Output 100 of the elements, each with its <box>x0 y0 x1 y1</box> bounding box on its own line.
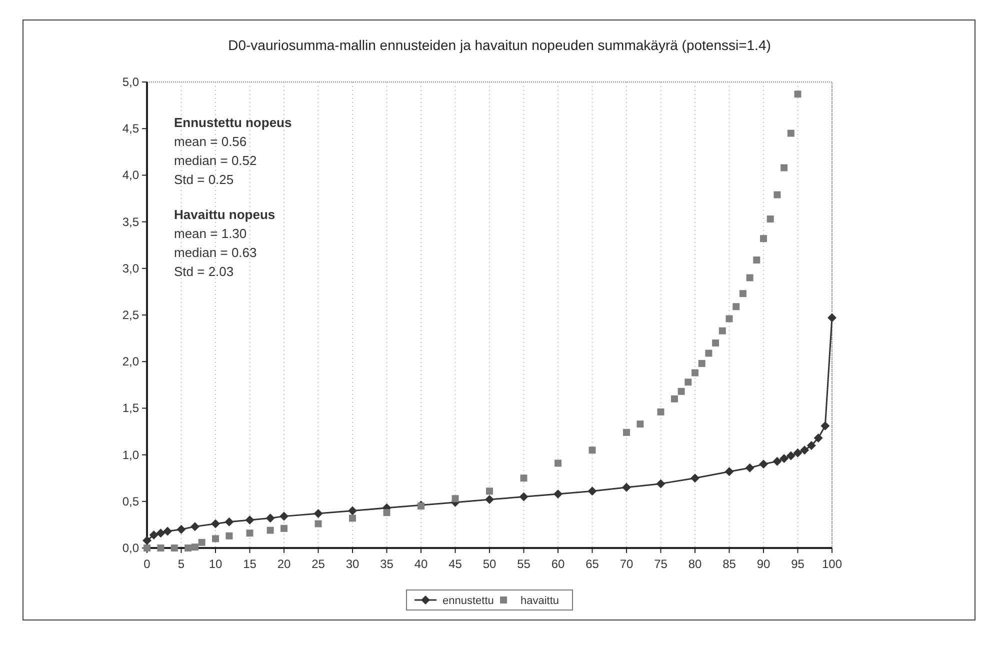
x-tick-label: 100 <box>822 557 842 571</box>
point <box>314 520 322 528</box>
point <box>198 538 206 546</box>
y-tick-label: 2,5 <box>122 308 140 322</box>
point <box>349 514 356 522</box>
x-tick-label: 35 <box>380 557 394 571</box>
point <box>780 454 789 464</box>
point <box>692 369 698 376</box>
point <box>636 420 644 428</box>
point <box>142 536 152 546</box>
y-tick-label: 3,5 <box>122 214 140 229</box>
point <box>739 290 746 298</box>
point <box>656 479 666 488</box>
point <box>745 463 754 472</box>
x-tick-label: 70 <box>620 557 634 571</box>
x-tick-label: 50 <box>482 557 496 571</box>
point <box>726 315 733 322</box>
point <box>280 524 288 532</box>
point <box>793 448 802 458</box>
y-tick-label: 4,0 <box>122 168 140 182</box>
point <box>348 506 357 516</box>
point <box>486 488 493 495</box>
point <box>190 522 200 532</box>
point <box>657 408 664 416</box>
annotation: Havaittu nopeus mean = 1.30 median = 0.63 Std = 2.03 <box>174 207 276 279</box>
point <box>246 530 254 537</box>
point <box>266 526 274 534</box>
x-tick-label: 15 <box>243 557 257 571</box>
y-tick-label: 1,0 <box>122 448 140 462</box>
point <box>519 492 528 502</box>
x-tick-label: 40 <box>414 557 428 571</box>
point <box>766 216 774 223</box>
x-tick-label: 10 <box>208 557 222 571</box>
point <box>383 509 390 516</box>
x-tick-label: 90 <box>756 557 770 571</box>
x-tick-label: 80 <box>688 557 702 571</box>
point <box>828 313 836 322</box>
x-tick-label: 85 <box>722 557 736 571</box>
point <box>678 388 685 395</box>
point <box>787 130 794 137</box>
point <box>759 460 768 469</box>
point <box>588 486 597 496</box>
point <box>670 395 678 402</box>
x-tick-label: 20 <box>277 557 291 571</box>
point <box>786 451 796 460</box>
y-tick-label: 0,0 <box>122 541 140 555</box>
point <box>820 421 830 430</box>
point <box>690 474 700 483</box>
point <box>314 509 323 518</box>
point <box>266 514 275 523</box>
point <box>163 526 172 536</box>
x-tick-label: 60 <box>551 557 565 571</box>
point <box>746 274 754 282</box>
point <box>588 446 596 454</box>
point <box>718 327 726 334</box>
point <box>554 489 562 498</box>
point <box>800 446 810 455</box>
chart-title: D0-vauriosumma-mallin ennusteiden ja havaitun nopeuden summakäyrä (potenssi=1.4) <box>228 37 771 53</box>
point <box>732 303 740 310</box>
point <box>712 339 720 346</box>
point <box>806 440 816 450</box>
y-tick-label: 5,0 <box>122 75 140 89</box>
x-tick-label: 0 <box>144 557 151 571</box>
x-tick-label: 5 <box>178 557 185 571</box>
x-tick-label: 30 <box>346 557 360 571</box>
point <box>780 164 788 172</box>
annotation: Ennustettu nopeus mean = 0.56 median = 0.52 Std = 0.25 <box>174 115 292 187</box>
point <box>212 535 219 542</box>
point <box>176 524 186 534</box>
point <box>211 519 220 528</box>
x-tick-label: 75 <box>654 557 668 571</box>
legend-label: ennustettu <box>442 595 494 607</box>
point <box>684 378 692 386</box>
point <box>156 528 166 538</box>
point <box>184 544 192 552</box>
x-tick-label: 45 <box>448 557 462 571</box>
point <box>485 495 494 504</box>
x-tick-label: 25 <box>312 557 326 571</box>
point <box>622 482 631 492</box>
point <box>774 191 781 198</box>
point <box>149 530 158 540</box>
point <box>157 544 164 552</box>
point <box>170 544 178 552</box>
point <box>520 474 528 482</box>
point <box>280 512 288 521</box>
legend-label: havaittu <box>520 595 560 607</box>
point <box>794 90 802 98</box>
point <box>760 235 767 242</box>
point <box>724 467 734 476</box>
x-tick-label: 55 <box>517 557 531 571</box>
x-tick-label: 65 <box>586 557 600 571</box>
point <box>753 256 760 264</box>
point <box>814 434 823 443</box>
x-tick-label: 95 <box>791 557 805 571</box>
point <box>705 350 712 357</box>
y-tick-label: 4,5 <box>122 122 140 136</box>
point <box>191 544 198 551</box>
point <box>772 456 782 466</box>
point <box>623 428 630 436</box>
point <box>226 532 233 540</box>
